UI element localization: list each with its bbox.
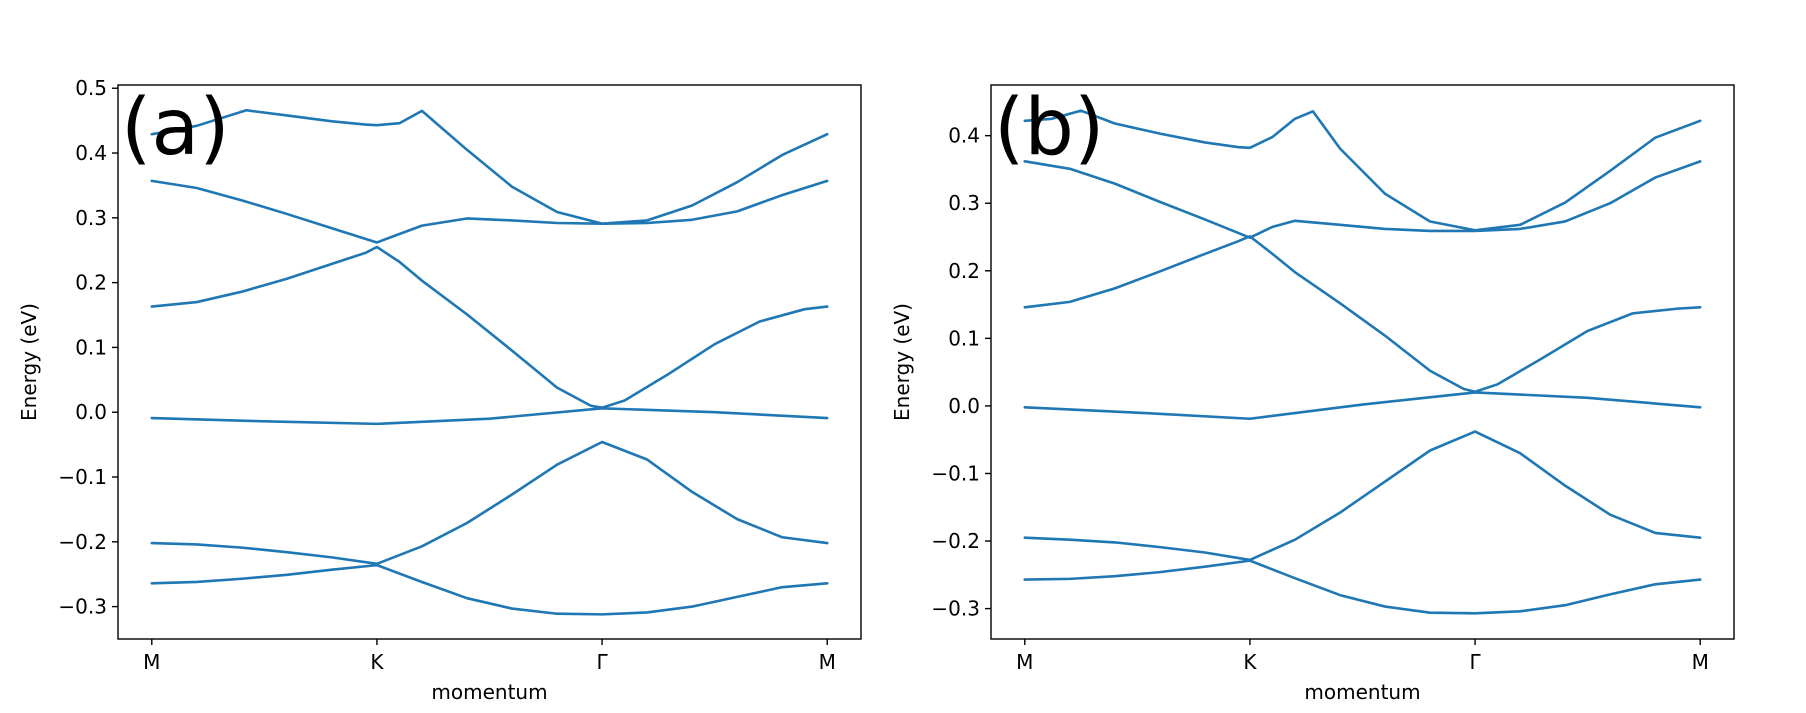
y-tick-label: −0.1 xyxy=(58,465,107,489)
y-tick-label: 0.2 xyxy=(75,271,107,295)
band-line-2 xyxy=(1023,160,1702,239)
y-tick-label: −0.2 xyxy=(58,530,107,554)
y-tick-label: 0.3 xyxy=(948,191,980,215)
y-tick-label: 0.5 xyxy=(75,76,107,100)
x-tick-label: M xyxy=(1016,650,1033,674)
y-tick-label: −0.2 xyxy=(931,529,980,553)
band-line-2 xyxy=(150,179,829,244)
band-line-3 xyxy=(150,245,829,409)
band-line-6 xyxy=(150,563,829,616)
x-tick-label: K xyxy=(370,650,384,674)
band-line-1 xyxy=(1023,109,1702,232)
x-tick-label: M xyxy=(143,650,160,674)
x-axis-label: momentum xyxy=(431,680,547,704)
plot-frame xyxy=(117,84,862,640)
y-axis-label: Energy (eV) xyxy=(890,303,914,421)
chart-panel-a: −0.3 −0.2 −0.1 0.0 0.1 0.2 0.3 0.4 0.5 M K Γ Mmoment… xyxy=(17,76,862,704)
y-tick-label: 0.0 xyxy=(75,400,107,424)
x-tick-label: M xyxy=(1692,650,1709,674)
y-tick-label: 0.2 xyxy=(948,259,980,283)
band-line-5 xyxy=(150,440,829,566)
x-axis-label: momentum xyxy=(1304,680,1420,704)
y-tick-label: 0.4 xyxy=(948,124,980,148)
panel-label: (a) xyxy=(121,83,230,173)
band-line-1 xyxy=(150,108,829,225)
x-tick-label: Γ xyxy=(596,650,608,674)
y-tick-label: 0.4 xyxy=(75,141,107,165)
band-line-4 xyxy=(150,407,829,426)
band-line-6 xyxy=(1023,559,1702,615)
y-tick-label: 0.1 xyxy=(75,335,107,359)
band-line-3 xyxy=(1023,235,1702,394)
band-line-4 xyxy=(1023,391,1702,421)
x-tick-label: M xyxy=(819,650,836,674)
y-tick-label: −0.3 xyxy=(58,595,107,619)
y-tick-label: 0.3 xyxy=(75,206,107,230)
x-tick-label: K xyxy=(1243,650,1257,674)
y-tick-label: 0.1 xyxy=(948,326,980,350)
y-tick-label: −0.1 xyxy=(931,461,980,485)
plot-frame xyxy=(990,84,1735,640)
panel-label: (b) xyxy=(994,83,1104,173)
band-line-5 xyxy=(1023,430,1702,562)
y-axis-label: Energy (eV) xyxy=(17,303,41,421)
y-tick-label: −0.3 xyxy=(931,597,980,621)
y-tick-label: 0.0 xyxy=(948,394,980,418)
x-tick-label: Γ xyxy=(1469,650,1481,674)
series-group xyxy=(1023,109,1702,615)
series-group xyxy=(150,108,829,616)
